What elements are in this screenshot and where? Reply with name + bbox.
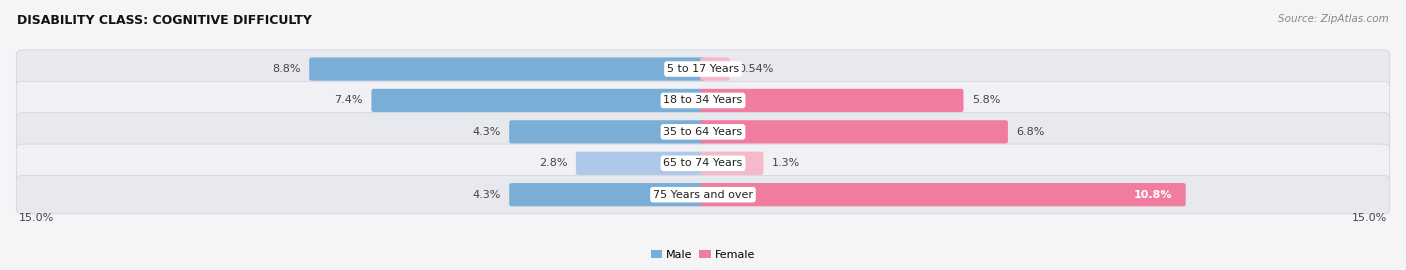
Text: 65 to 74 Years: 65 to 74 Years: [664, 158, 742, 168]
FancyBboxPatch shape: [700, 183, 1185, 206]
Text: 5.8%: 5.8%: [972, 95, 1000, 106]
FancyBboxPatch shape: [509, 183, 706, 206]
Text: 10.8%: 10.8%: [1133, 190, 1173, 200]
Text: Source: ZipAtlas.com: Source: ZipAtlas.com: [1278, 14, 1389, 23]
FancyBboxPatch shape: [17, 50, 1389, 88]
FancyBboxPatch shape: [371, 89, 706, 112]
Text: 15.0%: 15.0%: [18, 213, 53, 223]
FancyBboxPatch shape: [700, 89, 963, 112]
Text: 7.4%: 7.4%: [335, 95, 363, 106]
Text: 5 to 17 Years: 5 to 17 Years: [666, 64, 740, 74]
Text: 1.3%: 1.3%: [772, 158, 800, 168]
Text: 15.0%: 15.0%: [1353, 213, 1388, 223]
Text: 6.8%: 6.8%: [1017, 127, 1045, 137]
FancyBboxPatch shape: [576, 152, 706, 175]
FancyBboxPatch shape: [509, 120, 706, 143]
Text: 75 Years and over: 75 Years and over: [652, 190, 754, 200]
Text: 35 to 64 Years: 35 to 64 Years: [664, 127, 742, 137]
Text: 2.8%: 2.8%: [538, 158, 568, 168]
FancyBboxPatch shape: [17, 113, 1389, 151]
FancyBboxPatch shape: [17, 176, 1389, 214]
Text: DISABILITY CLASS: COGNITIVE DIFFICULTY: DISABILITY CLASS: COGNITIVE DIFFICULTY: [17, 14, 312, 26]
Legend: Male, Female: Male, Female: [647, 245, 759, 264]
Text: 4.3%: 4.3%: [472, 190, 501, 200]
FancyBboxPatch shape: [17, 81, 1389, 120]
FancyBboxPatch shape: [700, 120, 1008, 143]
Text: 8.8%: 8.8%: [273, 64, 301, 74]
FancyBboxPatch shape: [309, 58, 706, 81]
FancyBboxPatch shape: [700, 58, 730, 81]
Text: 0.54%: 0.54%: [738, 64, 773, 74]
Text: 4.3%: 4.3%: [472, 127, 501, 137]
FancyBboxPatch shape: [17, 144, 1389, 183]
FancyBboxPatch shape: [700, 152, 763, 175]
Text: 18 to 34 Years: 18 to 34 Years: [664, 95, 742, 106]
